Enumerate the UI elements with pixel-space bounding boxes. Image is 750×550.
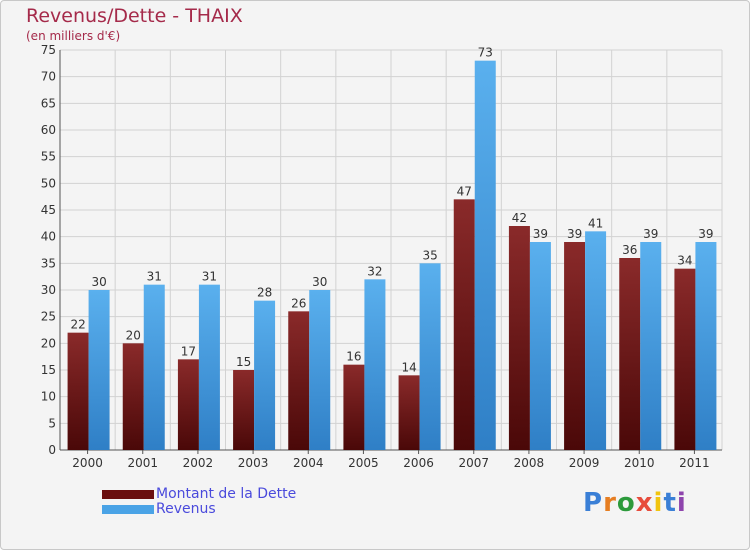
data-label: 32: [367, 264, 382, 278]
data-label: 31: [202, 270, 217, 284]
bar-dette-2000: [67, 332, 89, 450]
bar-dette-2006: [398, 375, 420, 450]
y-tick-label: 30: [41, 283, 56, 297]
labels: 22 30 20 31 17 31 15 28 26 30 16 32 14 35 47 73 42 39 39 41…: [70, 46, 713, 375]
x-tick-label: 2007: [458, 456, 489, 470]
data-label: 30: [312, 275, 327, 289]
data-label: 47: [457, 184, 472, 198]
logo-letter: r: [603, 488, 617, 518]
logo-letter: i: [653, 488, 664, 518]
data-label: 17: [181, 344, 196, 358]
x-tick-label: 2010: [624, 456, 655, 470]
data-label: 26: [291, 296, 306, 310]
y-tick-label: 40: [41, 230, 56, 244]
y-tick-label: 5: [48, 416, 56, 430]
legend-label-revenus: Revenus: [156, 501, 216, 517]
bar-revenus-2008: [529, 242, 551, 450]
data-label: 22: [70, 318, 85, 332]
x-tick-label: 2002: [183, 456, 214, 470]
data-label: 39: [698, 227, 713, 241]
x-tick-label: 2000: [72, 456, 103, 470]
proxiti-logo: Proxiti: [583, 488, 687, 518]
x-tick-label: 2011: [679, 456, 710, 470]
data-label: 39: [643, 227, 658, 241]
y-tick-label: 50: [41, 176, 56, 190]
data-label: 39: [533, 227, 548, 241]
data-label: 36: [622, 243, 637, 257]
y-tick-label: 75: [41, 43, 56, 57]
bar-dette-2002: [177, 359, 199, 450]
logo-letter: o: [616, 488, 636, 518]
y-tick-label: 35: [41, 256, 56, 270]
bar-revenus-2004: [309, 290, 331, 450]
bar-revenus-2011: [695, 242, 717, 450]
chart-subtitle: (en milliers d'€): [26, 29, 121, 43]
y-tick-label: 60: [41, 123, 56, 137]
legend-label-dette: Montant de la Dette: [156, 486, 297, 502]
bar-revenus-2007: [474, 60, 496, 451]
bar-revenus-2005: [364, 279, 386, 450]
y-tick-label: 10: [41, 390, 56, 404]
bar-revenus-2006: [419, 263, 441, 450]
data-label: 73: [478, 46, 493, 60]
logo-letter: t: [663, 488, 677, 518]
y-tick-label: 15: [41, 363, 56, 377]
data-label: 15: [236, 355, 251, 369]
bar-dette-2004: [288, 311, 310, 450]
data-label: 20: [126, 328, 141, 342]
bar-revenus-2001: [143, 284, 165, 450]
y-tick-label: 45: [41, 203, 56, 217]
axes: 0 5 10 15 20 25 30 35 40 45 50 55 60 65 70 75 2000 2001 20…: [41, 43, 722, 470]
bar-dette-2005: [343, 364, 365, 450]
bar-dette-2011: [674, 268, 696, 450]
data-label: 39: [567, 227, 582, 241]
x-tick-label: 2001: [127, 456, 158, 470]
x-tick-label: 2004: [293, 456, 324, 470]
y-tick-label: 65: [41, 96, 56, 110]
y-tick-label: 70: [41, 70, 56, 84]
bar-dette-2008: [508, 226, 530, 450]
logo-letter: P: [583, 488, 604, 518]
x-tick-label: 2005: [348, 456, 379, 470]
bar-revenus-2003: [254, 300, 276, 450]
y-tick-label: 55: [41, 150, 56, 164]
x-tick-label: 2006: [403, 456, 434, 470]
y-tick-label: 0: [48, 443, 56, 457]
bar-dette-2010: [619, 258, 641, 450]
data-label: 30: [91, 275, 106, 289]
legend-item-revenus: Revenus: [102, 501, 216, 517]
bar-revenus-2010: [640, 242, 662, 450]
y-tick-label: 20: [41, 336, 56, 350]
data-label: 34: [677, 254, 692, 268]
data-label: 28: [257, 286, 272, 300]
data-label: 16: [346, 350, 361, 364]
bar-dette-2001: [122, 343, 144, 450]
x-tick-label: 2003: [238, 456, 269, 470]
logo-letter: i: [676, 488, 687, 518]
x-tick-label: 2008: [514, 456, 545, 470]
data-label: 42: [512, 211, 527, 225]
bar-revenus-2009: [585, 231, 607, 450]
data-label: 41: [588, 216, 603, 230]
legend-swatch-revenus: [102, 504, 154, 514]
legend-swatch-dette: [102, 489, 154, 499]
bar-dette-2007: [453, 199, 475, 450]
legend-item-dette: Montant de la Dette: [102, 486, 296, 502]
chart-title: Revenus/Dette - THAIX: [26, 5, 243, 27]
data-label: 35: [422, 248, 437, 262]
logo-letter: x: [635, 488, 654, 518]
y-tick-label: 25: [41, 310, 56, 324]
bar-revenus-2000: [88, 290, 110, 450]
bar-dette-2003: [233, 370, 255, 450]
x-tick-label: 2009: [569, 456, 600, 470]
bars: [67, 60, 717, 451]
data-label: 14: [401, 360, 416, 374]
data-label: 31: [147, 270, 162, 284]
bar-revenus-2002: [198, 284, 220, 450]
bar-dette-2009: [564, 242, 586, 450]
